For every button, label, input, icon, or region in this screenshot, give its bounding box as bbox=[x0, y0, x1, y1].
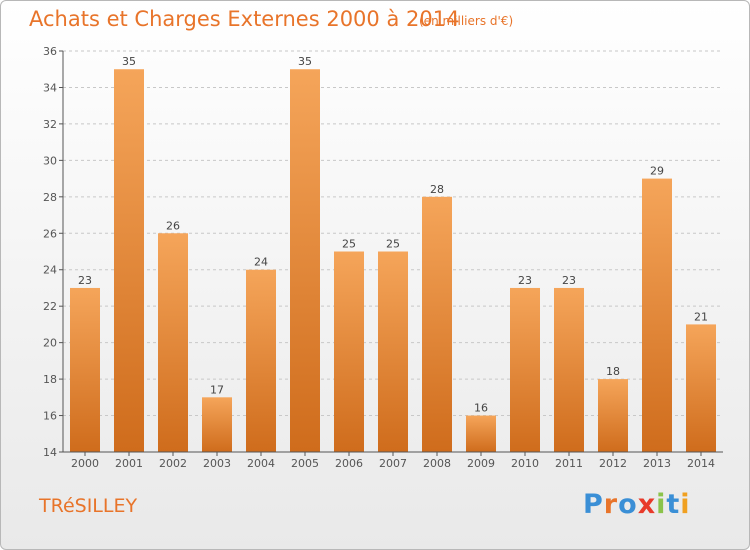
data-label: 23 bbox=[562, 274, 576, 287]
y-tick-label: 36 bbox=[43, 45, 57, 58]
chart-subtitle: (en milliers d'€) bbox=[419, 14, 514, 28]
bar-2005 bbox=[290, 69, 320, 453]
x-tick-label: 2007 bbox=[379, 457, 407, 470]
bar-2014 bbox=[686, 324, 716, 452]
proxiti-logo[interactable]: Proxiti bbox=[583, 489, 691, 520]
x-tick-label: 2006 bbox=[335, 457, 363, 470]
bar-2004 bbox=[246, 269, 276, 452]
x-tick-label: 2008 bbox=[423, 457, 451, 470]
y-tick-label: 16 bbox=[43, 410, 57, 423]
y-tick-label: 20 bbox=[43, 337, 57, 350]
logo-letter: t bbox=[666, 489, 681, 520]
bar-2011 bbox=[554, 287, 584, 452]
x-tick-label: 2002 bbox=[159, 457, 187, 470]
logo-letter: o bbox=[618, 489, 638, 520]
data-label: 35 bbox=[122, 55, 136, 68]
x-tick-label: 2010 bbox=[511, 457, 539, 470]
data-label: 35 bbox=[298, 55, 312, 68]
bar-2012 bbox=[598, 379, 628, 452]
y-tick-label: 24 bbox=[43, 264, 57, 277]
x-tick-label: 2009 bbox=[467, 457, 495, 470]
data-label: 17 bbox=[210, 383, 224, 396]
y-tick-label: 32 bbox=[43, 118, 57, 131]
data-label: 26 bbox=[166, 219, 180, 232]
x-tick-label: 2005 bbox=[291, 457, 319, 470]
data-label: 21 bbox=[694, 310, 708, 323]
logo-letter: i bbox=[680, 489, 691, 520]
x-tick-label: 2000 bbox=[71, 457, 99, 470]
bar-2009 bbox=[466, 415, 496, 452]
logo-letter: r bbox=[603, 489, 619, 520]
logo-letter: x bbox=[637, 489, 657, 520]
data-label: 29 bbox=[650, 165, 664, 178]
data-labels: 23 35 26 17 24 35 25 25 28 16 23 23 18 29 21 bbox=[78, 55, 708, 414]
data-label: 25 bbox=[342, 238, 356, 251]
x-tick-label: 2013 bbox=[643, 457, 671, 470]
x-tick-label: 2012 bbox=[599, 457, 627, 470]
bars bbox=[70, 69, 716, 453]
bar-2013 bbox=[642, 178, 672, 452]
bar-2006 bbox=[334, 251, 364, 452]
data-label: 28 bbox=[430, 183, 444, 196]
data-label: 24 bbox=[254, 256, 268, 269]
bar-2010 bbox=[510, 287, 540, 452]
logo-letter: P bbox=[583, 489, 604, 520]
chart-title: Achats et Charges Externes 2000 à 2014 bbox=[29, 7, 460, 31]
data-label: 23 bbox=[518, 274, 532, 287]
x-tick-label: 2014 bbox=[687, 457, 715, 470]
data-label: 16 bbox=[474, 402, 488, 415]
x-tick-label: 2003 bbox=[203, 457, 231, 470]
bar-2007 bbox=[378, 251, 408, 452]
y-tick-label: 34 bbox=[43, 81, 57, 94]
x-tick-label: 2004 bbox=[247, 457, 275, 470]
y-tick-label: 22 bbox=[43, 300, 57, 313]
bar-2001 bbox=[114, 69, 144, 453]
logo-letter: i bbox=[656, 489, 667, 520]
y-tick-label: 28 bbox=[43, 191, 57, 204]
bar-2008 bbox=[422, 196, 452, 452]
data-label: 25 bbox=[386, 238, 400, 251]
y-tick-label: 14 bbox=[43, 446, 57, 459]
bar-2000 bbox=[70, 287, 100, 452]
x-tick-label: 2011 bbox=[555, 457, 583, 470]
bar-2002 bbox=[158, 233, 188, 452]
y-tick-label: 26 bbox=[43, 227, 57, 240]
x-tick-label: 2001 bbox=[115, 457, 143, 470]
y-tick-label: 30 bbox=[43, 154, 57, 167]
commune-name: TRéSILLEY bbox=[39, 495, 138, 517]
bar-2003 bbox=[202, 397, 232, 452]
axes: 14 16 18 20 22 24 26 28 30 32 34 36 2000 2001 2002 2003… bbox=[43, 45, 723, 470]
y-tick-label: 18 bbox=[43, 373, 57, 386]
data-label: 23 bbox=[78, 274, 92, 287]
data-label: 18 bbox=[606, 365, 620, 378]
